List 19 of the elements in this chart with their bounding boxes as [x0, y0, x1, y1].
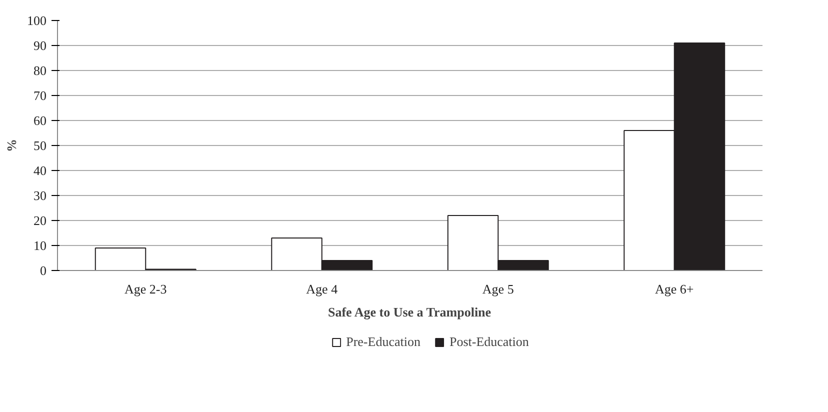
y-tick-label: 0 — [40, 263, 46, 278]
x-tick-label: Age 6+ — [655, 282, 694, 296]
x-tick-label: Age 5 — [482, 282, 514, 296]
y-tick-label: 40 — [34, 163, 46, 178]
y-tick-label: 80 — [34, 63, 46, 78]
y-axis-title: % — [4, 139, 19, 152]
y-tick-label: 70 — [34, 88, 46, 103]
x-tick-label: Age 2-3 — [124, 282, 167, 296]
y-tick-label: 20 — [34, 213, 46, 228]
y-tick-label: 100 — [27, 13, 46, 28]
legend-label: Pre-Education — [346, 334, 420, 350]
x-tick-label: Age 4 — [306, 282, 338, 296]
y-tick-label: 50 — [34, 138, 46, 153]
y-tick-label: 60 — [34, 113, 46, 128]
legend-label: Post-Education — [449, 334, 529, 350]
y-tick-label: 10 — [34, 238, 46, 253]
y-tick-label: 30 — [34, 188, 46, 203]
x-axis-title: Safe Age to Use a Trampoline — [328, 304, 492, 320]
y-tick-label: 90 — [34, 38, 46, 53]
